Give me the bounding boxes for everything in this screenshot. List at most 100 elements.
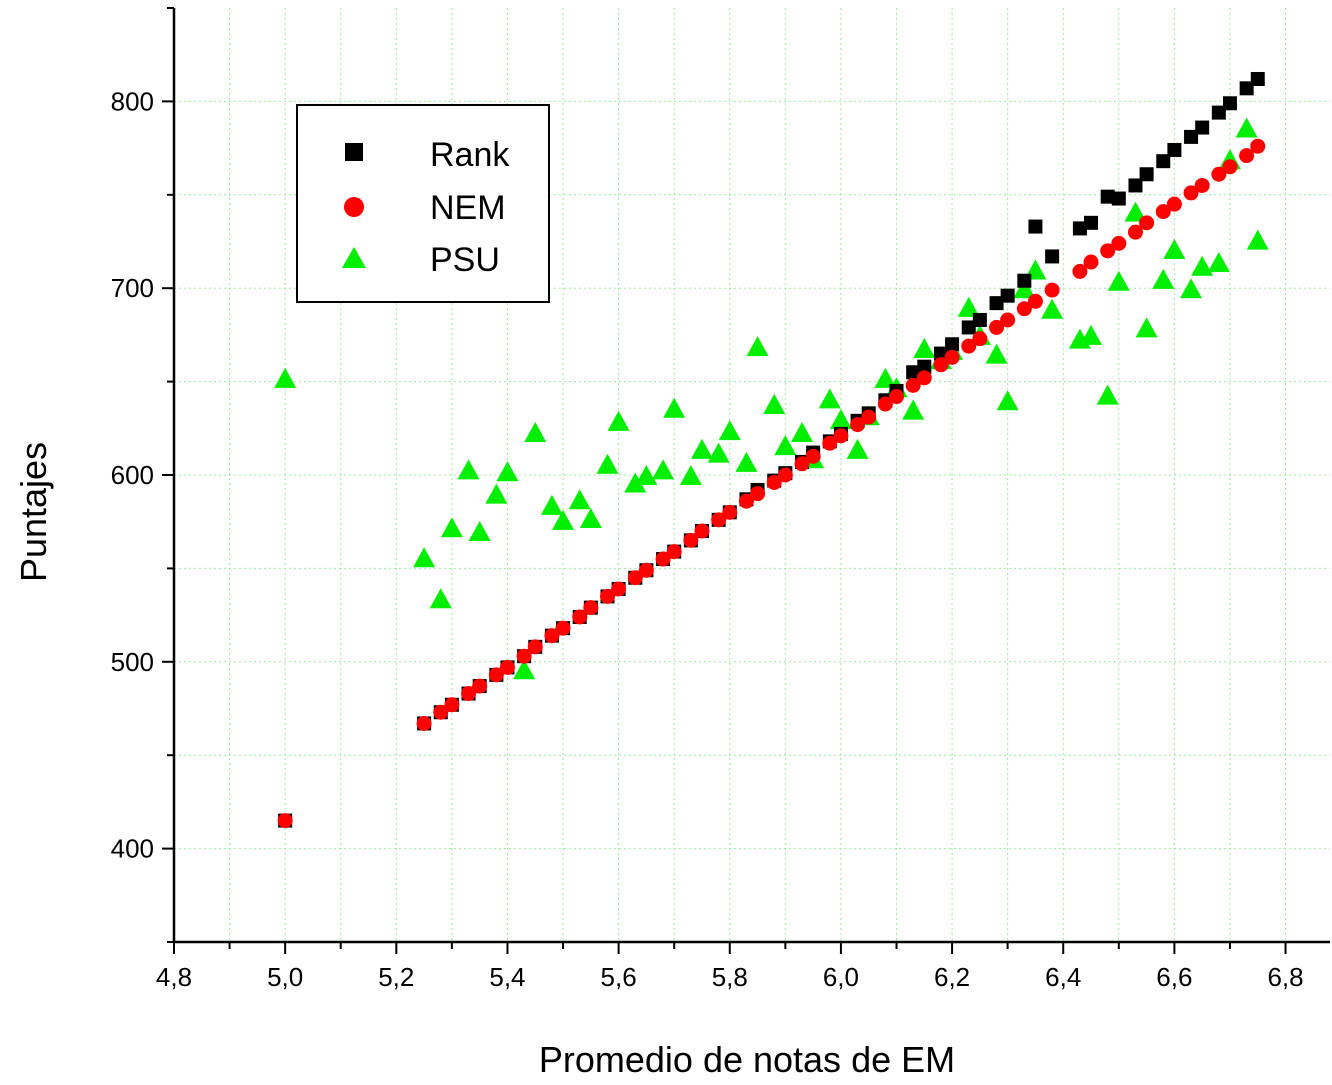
data-point-nem bbox=[499, 659, 515, 675]
data-point-nem bbox=[766, 474, 782, 490]
data-point-psu bbox=[1096, 384, 1119, 405]
data-point-nem bbox=[916, 370, 932, 386]
data-point-nem bbox=[1166, 196, 1182, 212]
data-point-rank bbox=[1017, 273, 1032, 288]
y-tick-label: 700 bbox=[111, 273, 154, 303]
data-point-rank bbox=[1211, 105, 1226, 120]
data-point-psu bbox=[568, 489, 591, 510]
data-point-psu bbox=[791, 422, 814, 443]
data-point-psu bbox=[1163, 238, 1186, 259]
data-point-psu bbox=[818, 388, 841, 409]
data-point-rank bbox=[906, 365, 921, 380]
data-point-nem bbox=[1100, 243, 1116, 259]
y-tick-label: 600 bbox=[111, 460, 154, 490]
data-point-rank bbox=[1100, 189, 1115, 204]
data-point-psu bbox=[829, 408, 852, 429]
data-point-psu bbox=[429, 588, 452, 609]
data-point-psu bbox=[440, 517, 463, 538]
y-tick-label: 500 bbox=[111, 647, 154, 677]
data-point-nem bbox=[750, 486, 766, 502]
data-point-nem bbox=[711, 512, 727, 528]
data-point-psu bbox=[763, 394, 786, 415]
data-point-rank bbox=[1045, 249, 1060, 264]
data-point-nem bbox=[822, 435, 838, 451]
data-point-psu bbox=[707, 442, 730, 463]
data-point-nem bbox=[944, 349, 960, 365]
data-point-nem bbox=[889, 389, 904, 405]
data-point-psu bbox=[846, 438, 869, 459]
data-point-psu bbox=[540, 494, 563, 515]
data-point-nem bbox=[516, 648, 532, 664]
data-point-rank bbox=[1195, 120, 1210, 135]
data-point-psu bbox=[635, 465, 658, 485]
data-point-nem bbox=[572, 609, 588, 625]
data-point-psu bbox=[1107, 270, 1130, 291]
data-point-nem bbox=[1250, 138, 1266, 154]
x-tick-label: 5,0 bbox=[267, 962, 303, 992]
y-tick-label: 400 bbox=[111, 834, 154, 864]
data-point-rank bbox=[1084, 215, 1099, 230]
data-point-psu bbox=[596, 453, 619, 474]
data-point-rank bbox=[1000, 288, 1015, 303]
data-point-nem bbox=[694, 523, 710, 539]
data-point-psu bbox=[652, 459, 675, 480]
data-point-psu bbox=[552, 509, 575, 530]
data-point-psu bbox=[1152, 268, 1175, 289]
legend-marker-rank bbox=[345, 143, 363, 161]
data-point-rank bbox=[933, 346, 948, 361]
legend-marker-psu bbox=[342, 247, 366, 268]
data-point-psu bbox=[607, 410, 630, 431]
data-point-nem bbox=[600, 588, 615, 604]
data-point-rank bbox=[1128, 178, 1143, 193]
y-tick-label: 800 bbox=[111, 86, 154, 116]
data-point-psu bbox=[1080, 324, 1103, 345]
x-tick-label: 6,6 bbox=[1156, 962, 1192, 992]
data-point-nem bbox=[794, 456, 810, 472]
data-point-nem bbox=[1083, 254, 1099, 270]
data-point-psu bbox=[663, 397, 686, 418]
data-point-psu bbox=[468, 521, 491, 542]
data-point-psu bbox=[274, 367, 297, 388]
data-point-nem bbox=[1072, 263, 1088, 279]
data-point-psu bbox=[413, 547, 436, 568]
data-point-psu bbox=[1180, 278, 1203, 299]
series-nem bbox=[277, 138, 1266, 829]
data-point-nem bbox=[861, 409, 877, 425]
data-point-nem bbox=[583, 600, 599, 616]
data-point-nem bbox=[1000, 312, 1016, 328]
x-tick-label: 5,6 bbox=[601, 962, 637, 992]
data-point-nem bbox=[905, 377, 921, 393]
data-point-nem bbox=[989, 319, 1005, 335]
data-point-psu bbox=[524, 422, 547, 443]
data-point-rank bbox=[1250, 71, 1265, 86]
data-point-rank bbox=[1167, 142, 1182, 157]
y-axis-title: Puntajes bbox=[13, 442, 54, 582]
data-point-nem bbox=[627, 570, 643, 586]
data-point-psu bbox=[1124, 201, 1147, 222]
data-point-psu bbox=[774, 435, 797, 456]
data-point-psu bbox=[624, 472, 647, 493]
legend-label-psu: PSU bbox=[430, 241, 500, 279]
data-point-nem bbox=[416, 715, 432, 731]
data-point-nem bbox=[488, 667, 504, 683]
data-point-psu bbox=[1135, 317, 1158, 338]
data-point-rank bbox=[972, 312, 987, 327]
data-point-rank bbox=[1028, 219, 1043, 234]
data-point-psu bbox=[913, 337, 936, 358]
data-point-nem bbox=[1044, 282, 1060, 298]
x-tick-label: 5,4 bbox=[489, 962, 525, 992]
data-point-nem bbox=[1183, 185, 1199, 201]
data-point-nem bbox=[961, 338, 977, 354]
data-point-psu bbox=[679, 465, 702, 485]
x-tick-label: 6,0 bbox=[823, 962, 859, 992]
data-point-psu bbox=[957, 296, 980, 317]
data-point-psu bbox=[746, 336, 769, 357]
data-point-nem bbox=[461, 686, 477, 702]
data-point-nem bbox=[877, 396, 893, 412]
data-point-nem bbox=[683, 532, 699, 548]
data-point-rank bbox=[1111, 191, 1126, 206]
data-point-psu bbox=[1235, 117, 1258, 138]
data-point-psu bbox=[1013, 278, 1036, 299]
x-tick-label: 6,8 bbox=[1267, 962, 1303, 992]
